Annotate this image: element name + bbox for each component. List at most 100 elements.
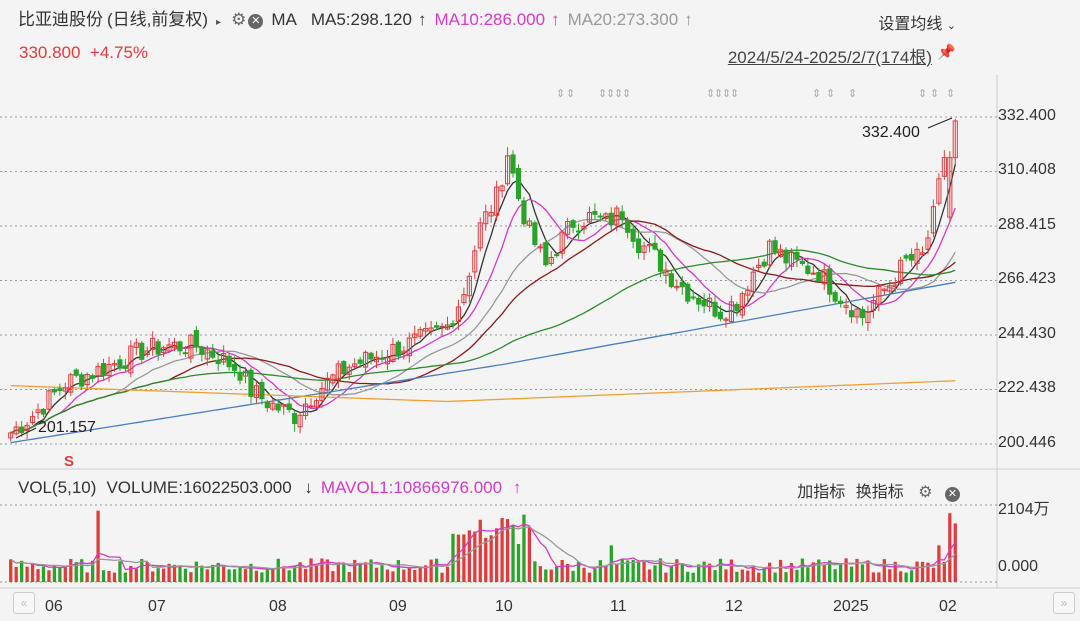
arrow-down-icon: ↓ (304, 478, 313, 497)
candle-body (450, 323, 456, 326)
candle-body (838, 300, 844, 304)
volume-bar (314, 565, 319, 582)
arrow-up-icon: ↑ (684, 10, 693, 29)
volume-bar (664, 572, 668, 582)
volume-bar (385, 569, 390, 582)
candle-body (417, 329, 423, 337)
stock-name[interactable]: 比亚迪股份 (18, 10, 103, 29)
close-icon[interactable]: ✕ (945, 487, 960, 502)
pin-icon[interactable]: 📌 (937, 44, 956, 61)
candle-body (51, 388, 57, 393)
candle-body (155, 341, 161, 355)
candle-body (384, 357, 391, 365)
volume-bar (604, 565, 608, 582)
price-plot-area (0, 75, 998, 468)
volume-bar (615, 564, 619, 582)
x-tick-label: 09 (389, 598, 407, 615)
scroll-right-button[interactable]: » (1053, 592, 1075, 614)
volume-bar (909, 570, 914, 582)
volume-bar (445, 566, 450, 582)
candle-body (581, 225, 587, 230)
volume-bar (953, 523, 957, 582)
candle-body (182, 352, 189, 355)
volume-bar (833, 569, 837, 582)
set-ma-button[interactable]: 设置均线 ⌄ (878, 10, 956, 34)
volume-bar (107, 571, 111, 582)
volume-bar (702, 561, 706, 582)
candle-body (199, 346, 205, 355)
low-annotation: 201.157 (38, 419, 96, 436)
volume-bar (784, 572, 788, 582)
volume-bar (353, 559, 357, 582)
candle-body (40, 408, 47, 415)
volume-bar (565, 563, 570, 582)
x-tick-label: 11 (610, 598, 627, 615)
expand-triangle-icon[interactable]: ▸ (216, 17, 222, 28)
arrow-up-icon: ↑ (417, 10, 427, 29)
candle-body (898, 259, 904, 284)
volume-indicator-name[interactable]: VOL(5,10) (18, 478, 97, 497)
candle-body (139, 342, 145, 360)
volume-bar (757, 572, 761, 582)
candle-body (84, 374, 90, 386)
candle-body (346, 366, 352, 375)
close-icon[interactable]: ✕ (248, 14, 264, 29)
mavol-value: MAVOL1:10866976.000 (320, 478, 503, 497)
gear-icon[interactable]: ⚙ (231, 10, 247, 29)
volume-bar (806, 567, 810, 582)
volume-bar (325, 559, 330, 582)
price-readout: 330.800 +4.75% (19, 43, 148, 63)
candle-body (363, 351, 369, 368)
volume-bar (52, 565, 57, 582)
scroll-left-button[interactable]: « (13, 592, 35, 614)
candle-body (636, 238, 642, 254)
volume-bar (773, 572, 777, 582)
volume-bar (369, 559, 373, 582)
volume-bar (265, 569, 269, 582)
add-indicator-button[interactable]: 加指标 (797, 484, 846, 501)
candle-body (750, 271, 756, 293)
candle-body (368, 352, 374, 360)
candle-body (292, 413, 298, 424)
switch-indicator-button[interactable]: 换指标 (855, 484, 904, 501)
candle-body (919, 252, 926, 255)
candle-body (832, 292, 838, 302)
date-range[interactable]: 2024/5/24-2025/2/7(174根) (727, 48, 932, 67)
candle-body (734, 303, 740, 312)
candle-body (586, 211, 593, 223)
sell-signal-marker: S (64, 453, 74, 470)
volume-bar (937, 545, 941, 582)
gear-icon[interactable]: ⚙ (918, 484, 933, 501)
volume-tick-label: 2104万 (998, 501, 1050, 518)
candle-body (401, 350, 407, 354)
candle-body (892, 284, 898, 287)
volume-bar (849, 566, 854, 582)
volume-bar (582, 567, 586, 582)
candle-body (412, 333, 418, 339)
volume-bar (560, 559, 564, 582)
candle-body (674, 285, 680, 289)
volume-bar (746, 570, 750, 582)
candle-body (210, 350, 216, 358)
event-marker: ⇕ (706, 87, 715, 100)
candle-body (357, 359, 363, 364)
candle-body (756, 264, 762, 268)
volume-bar (309, 558, 313, 582)
volume-bar (817, 559, 821, 582)
event-marker: ⇕ (930, 87, 939, 100)
candle-body (614, 207, 620, 225)
volume-bar (620, 559, 624, 582)
volume-bar (735, 571, 739, 582)
candle-body (848, 310, 855, 318)
candle-body (947, 157, 953, 218)
candle-body (226, 355, 232, 368)
volume-bar (101, 570, 106, 582)
y-tick-label: 222.438 (998, 379, 1056, 396)
candle-body (35, 409, 41, 414)
candle-body (909, 253, 915, 261)
candle-body (745, 289, 751, 296)
candle-body (13, 426, 19, 435)
volume-bar (293, 565, 297, 582)
volume-bar (320, 558, 324, 582)
